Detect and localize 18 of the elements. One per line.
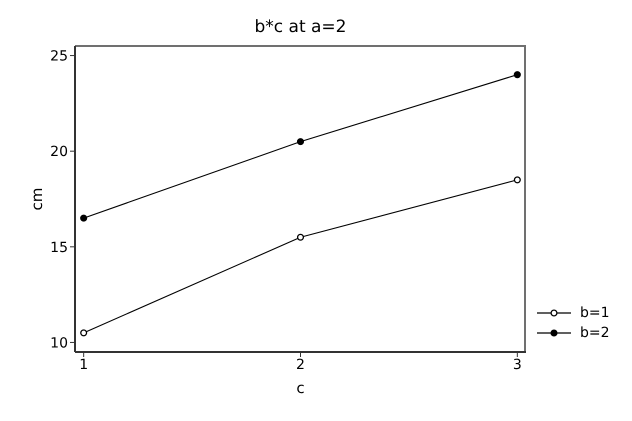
x-tick-label: 2: [296, 356, 305, 373]
point: [296, 138, 304, 146]
y-tick-label: 25: [50, 48, 68, 65]
legend-label: b=2: [580, 325, 610, 341]
y-tick-label: 10: [50, 335, 68, 352]
point: [80, 214, 88, 222]
y-tick-label: 20: [50, 144, 68, 160]
point: [514, 71, 521, 78]
x-axis-title: c: [296, 379, 305, 397]
x-tick-label: 1: [79, 356, 88, 373]
point: [296, 234, 304, 241]
legend-label: b=1: [580, 305, 610, 321]
x-tick-label: 3: [512, 356, 522, 373]
chart-title: b*c at a=2: [253, 16, 348, 38]
point: [514, 176, 521, 184]
point: [80, 329, 88, 336]
y-axis-title: cm: [28, 188, 46, 210]
y-tick-label: 15: [50, 240, 68, 256]
